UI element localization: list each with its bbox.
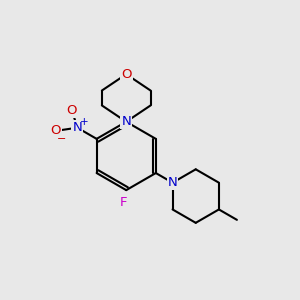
Text: O: O xyxy=(67,104,77,117)
Text: N: N xyxy=(168,176,177,189)
Text: N: N xyxy=(121,115,131,128)
Text: O: O xyxy=(50,124,61,137)
Text: +: + xyxy=(80,117,88,127)
Text: F: F xyxy=(119,196,127,209)
Text: N: N xyxy=(72,121,82,134)
Text: −: − xyxy=(57,134,66,144)
Text: O: O xyxy=(121,68,131,81)
